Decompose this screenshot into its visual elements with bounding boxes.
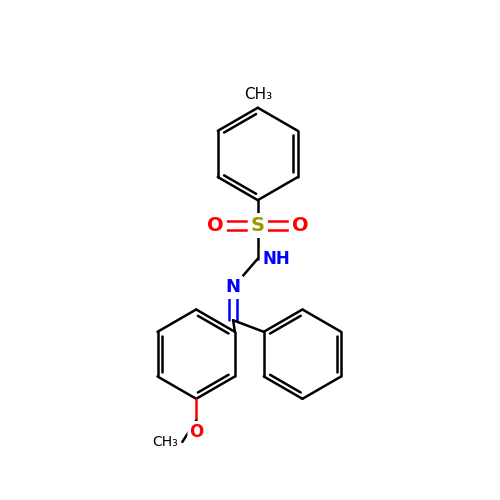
Text: NH: NH <box>264 250 291 268</box>
Text: O: O <box>189 422 204 440</box>
Text: N: N <box>226 278 240 296</box>
Text: O: O <box>292 216 308 235</box>
Text: NH: NH <box>262 250 290 268</box>
Text: O: O <box>292 216 308 235</box>
Text: O: O <box>207 216 224 235</box>
Text: S: S <box>251 216 265 235</box>
Text: O: O <box>207 216 224 235</box>
Text: CH₃: CH₃ <box>152 435 178 449</box>
Text: CH₃: CH₃ <box>244 86 272 102</box>
Text: N: N <box>226 278 240 296</box>
Text: S: S <box>251 216 265 235</box>
